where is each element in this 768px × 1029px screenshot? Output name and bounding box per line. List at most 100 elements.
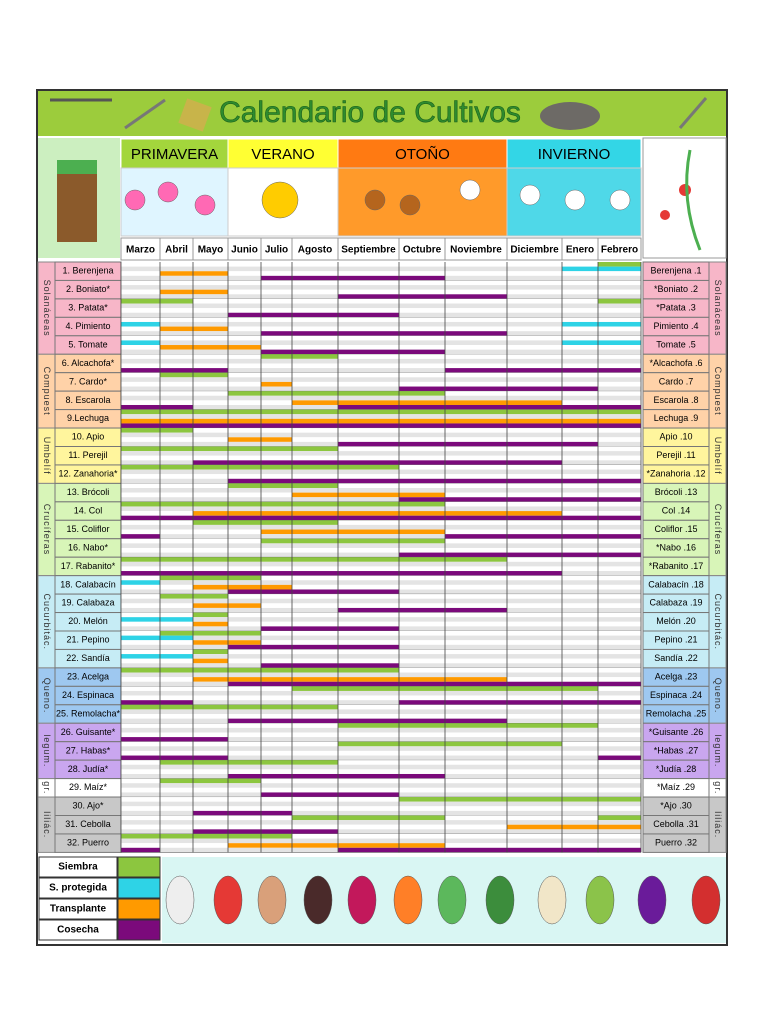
schedule-stripe [261,455,292,461]
schedule-stripe [228,529,261,535]
schedule-stripe [507,603,562,608]
schedule-stripe [121,317,160,322]
schedule-stripe [160,690,193,696]
schedule-stripe [160,441,193,447]
schedule-stripe [399,704,445,710]
schedule-stripe [399,358,445,364]
schedule-stripe [160,654,193,659]
schedule-stripe [193,552,228,558]
schedule-stripe [160,769,193,774]
schedule-stripe [507,312,562,318]
schedule-stripe [338,750,399,756]
schedule-stripe [228,534,261,539]
schedule-stripe [507,843,562,848]
vegetable-icon [303,875,333,925]
schedule-stripe [292,451,338,456]
schedule-stripe [445,663,507,668]
schedule-stripe [507,797,562,802]
schedule-stripe [228,663,261,668]
schedule-stripe [228,511,261,516]
schedule-stripe [445,741,507,747]
schedule-stripe [228,649,261,655]
schedule-stripe [445,700,507,705]
schedule-stripe [193,317,228,322]
schedule-stripe [261,515,292,521]
schedule-stripe [121,820,160,825]
schedule-stripe [445,335,507,341]
vegetable-icon [213,875,243,925]
schedule-stripe [228,543,261,548]
schedule-stripe [338,464,399,470]
schedule-stripe [228,423,261,429]
schedule-stripe [121,271,160,276]
schedule-stripe [121,414,160,419]
schedule-stripe [228,326,261,332]
schedule-stripe [292,607,338,613]
schedule-stripe [562,483,598,489]
schedule-stripe [261,769,292,774]
schedule-stripe [445,797,507,802]
schedule-stripe [261,271,292,276]
schedule-stripe [121,492,160,498]
schedule-stripe [292,469,338,475]
schedule-stripe [261,806,292,811]
schedule-stripe [507,358,562,364]
schedule-stripe [399,497,445,502]
schedule-stripe [338,446,399,452]
schedule-stripe [445,764,507,770]
schedule-stripe [338,654,399,659]
schedule-stripe [399,557,445,562]
schedule-stripe [193,349,228,355]
schedule-stripe [507,783,562,788]
schedule-stripe [292,603,338,608]
schedule-stripe [507,303,562,309]
schedule-stripe [338,280,399,286]
schedule-stripe [507,833,562,839]
schedule-stripe [121,561,160,567]
schedule-stripe [507,644,562,650]
schedule-stripe [399,617,445,622]
schedule-stripe [292,801,338,807]
schedule-stripe [193,695,228,701]
schedule-stripe [507,690,562,696]
schedule-stripe [193,607,228,613]
schedule-stripe [562,750,598,756]
schedule-stripe [507,714,562,719]
schedule-stripe [338,598,399,604]
schedule-stripe [562,833,598,839]
schedule-stripe [292,594,338,599]
schedule-stripe [598,755,641,761]
schedule-stripe [292,792,338,798]
schedule-stripe [228,594,261,599]
schedule-stripe [507,271,562,276]
schedule-stripe [507,478,562,484]
schedule-stripe [598,806,641,811]
schedule-stripe [292,631,338,636]
crop-name: Pimiento .4 [653,321,698,331]
schedule-stripe [562,580,598,585]
schedule-stripe [562,635,598,641]
schedule-stripe [338,746,399,751]
vegetable-icon [537,875,567,925]
schedule-stripe [228,847,261,853]
schedule-stripe [338,557,399,562]
schedule-stripe [292,773,338,779]
schedule-stripe [399,506,445,512]
schedule-stripe [445,358,507,364]
schedule-stripe [228,723,261,728]
schedule-stripe [445,529,507,535]
schedule-stripe [261,815,292,821]
schedule-stripe [160,428,193,433]
schedule-stripe [445,667,507,673]
legend-swatch [117,877,161,899]
schedule-stripe [121,843,160,848]
schedule-stripe [261,331,292,336]
family-label: Cucurbitác. [713,594,723,651]
schedule-stripe [261,594,292,599]
schedule-stripe [261,589,292,595]
schedule-stripe [338,635,399,641]
schedule-stripe [292,557,338,562]
schedule-stripe [193,746,228,751]
schedule-stripe [562,372,598,378]
schedule-stripe [261,451,292,456]
